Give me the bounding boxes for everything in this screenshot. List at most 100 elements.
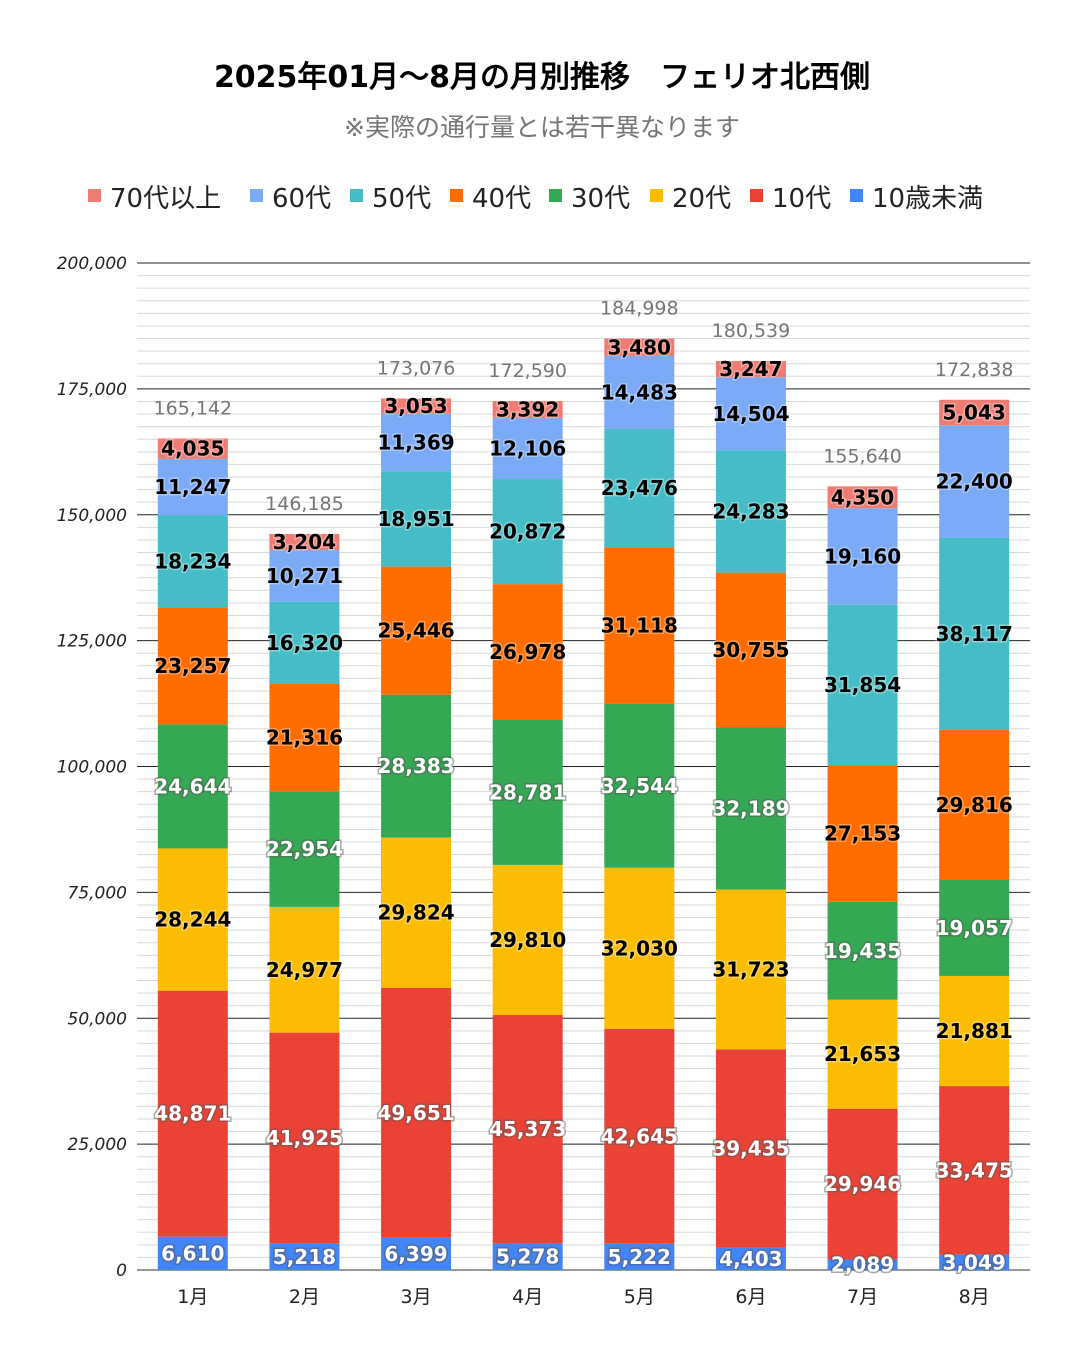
data-label: 38,117 [936, 622, 1013, 646]
bar-segment [492, 1243, 563, 1270]
legend-swatch [350, 189, 363, 202]
total-label: 165,142 [154, 398, 233, 420]
bar-segment [492, 719, 563, 865]
data-label: 5,043 [943, 400, 1006, 424]
bar-segment [269, 1032, 340, 1244]
bar-segment [381, 566, 452, 695]
bar-segment [827, 604, 898, 766]
legend-swatch [450, 189, 463, 202]
legend: 70代以上 60代 50代 40代 30代 20代 10代 10歳未満 [88, 184, 983, 214]
bar-segment [269, 533, 340, 551]
data-label: 5,222 [608, 1245, 671, 1269]
legend-label: 10代 [772, 184, 831, 214]
bar-group: 4,403 39,435 31,723 32,189 30,755 24,283 14,50… [711, 320, 791, 1308]
legend-item: 10代 [750, 184, 831, 214]
bar-segment [269, 601, 340, 684]
legend-label: 30代 [571, 184, 630, 214]
bar-group: 5,218 41,925 24,977 22,954 21,316 16,320 10,27… [264, 493, 344, 1308]
bar-segment [492, 1014, 563, 1244]
legend-label: 50代 [372, 184, 431, 214]
total-label: 155,640 [823, 445, 902, 467]
bar-segment [604, 1243, 675, 1270]
y-tick-label: 175,000 [57, 380, 127, 400]
data-label: 28,244 [154, 908, 231, 932]
data-label: 48,871 [154, 1102, 231, 1126]
bar-segment [827, 901, 898, 1000]
data-label: 24,977 [266, 958, 343, 982]
bar-segment [492, 401, 563, 419]
data-label: 3,053 [384, 394, 447, 418]
y-tick-label: 200,000 [57, 254, 127, 274]
total-label: 180,539 [712, 320, 791, 342]
y-tick-label: 100,000 [57, 758, 127, 778]
data-label: 3,392 [496, 398, 559, 422]
legend-item: 60代 [250, 184, 331, 214]
bar-segment [604, 547, 675, 704]
bar-segment [827, 486, 898, 509]
legend-label: 10歳未満 [872, 184, 983, 214]
bar-segment [604, 703, 675, 868]
bar-segment [157, 438, 228, 459]
chart-title: 2025年01月～8月の月別推移 フェリオ北西側 [214, 60, 870, 95]
bar-segment [827, 1259, 898, 1270]
data-label: 18,234 [154, 549, 231, 573]
bar-segment [269, 683, 340, 792]
bar-segment [715, 889, 786, 1050]
data-label: 24,283 [712, 499, 789, 523]
bar-group: 5,222 42,645 32,030 32,544 31,118 23,476 14,48… [599, 298, 679, 1308]
chart-subtitle: ※実際の通行量とは若干異なります [344, 113, 740, 142]
legend-item: 50代 [350, 184, 431, 214]
data-label: 19,435 [824, 939, 901, 963]
legend-item: 30代 [549, 184, 630, 214]
legend-item: 70代以上 [88, 184, 221, 214]
bar-group: 6,399 49,651 29,824 28,383 25,446 18,951 11,36… [376, 358, 456, 1308]
data-label: 23,257 [154, 654, 231, 678]
y-tick-label: 75,000 [68, 883, 127, 903]
bar-segment [381, 837, 452, 988]
x-tick-label: 4月 [512, 1286, 543, 1308]
data-label: 31,118 [601, 614, 678, 638]
data-label: 3,204 [273, 530, 336, 554]
bar-segment [157, 515, 228, 608]
data-label: 4,035 [161, 437, 224, 461]
legend-swatch [549, 189, 562, 202]
bar-segment [827, 999, 898, 1109]
x-tick-label: 6月 [735, 1286, 766, 1308]
bar-segment [939, 537, 1010, 730]
bar-segment [939, 1254, 1010, 1270]
data-label: 29,816 [936, 793, 1013, 817]
x-tick-label: 5月 [624, 1286, 655, 1308]
bar-segment [381, 413, 452, 472]
bar-segment [715, 450, 786, 573]
bar-segment [604, 338, 675, 357]
data-label: 27,153 [824, 821, 901, 845]
data-label: 41,925 [266, 1126, 343, 1150]
bar-segment [827, 765, 898, 902]
bar-segment [715, 360, 786, 378]
bar-segment [157, 607, 228, 725]
data-label: 2,089 [831, 1253, 894, 1277]
data-label: 29,946 [824, 1172, 901, 1196]
bar-segment [492, 864, 563, 1015]
data-label: 11,369 [377, 431, 454, 455]
total-label: 172,838 [935, 359, 1014, 381]
bar-group: 2,089 29,946 21,653 19,435 27,153 31,854 19,16… [822, 445, 902, 1308]
bars: 6,610 48,871 28,244 24,644 23,257 18,234 11,24… [153, 298, 1015, 1308]
y-tick-label: 125,000 [57, 632, 127, 652]
bar-segment [715, 572, 786, 728]
y-tick-label: 150,000 [57, 506, 127, 526]
data-label: 6,610 [161, 1241, 224, 1265]
bar-segment [381, 694, 452, 838]
bar-segment [492, 418, 563, 480]
data-label: 11,247 [154, 475, 231, 499]
y-tick-label: 0 [116, 1261, 127, 1281]
bar-segment [492, 479, 563, 585]
bar-segment [381, 987, 452, 1238]
total-label: 173,076 [377, 358, 456, 380]
legend-item: 10歳未満 [850, 184, 983, 214]
bar-segment [604, 428, 675, 548]
data-label: 19,160 [824, 544, 901, 568]
data-label: 3,247 [719, 357, 782, 381]
